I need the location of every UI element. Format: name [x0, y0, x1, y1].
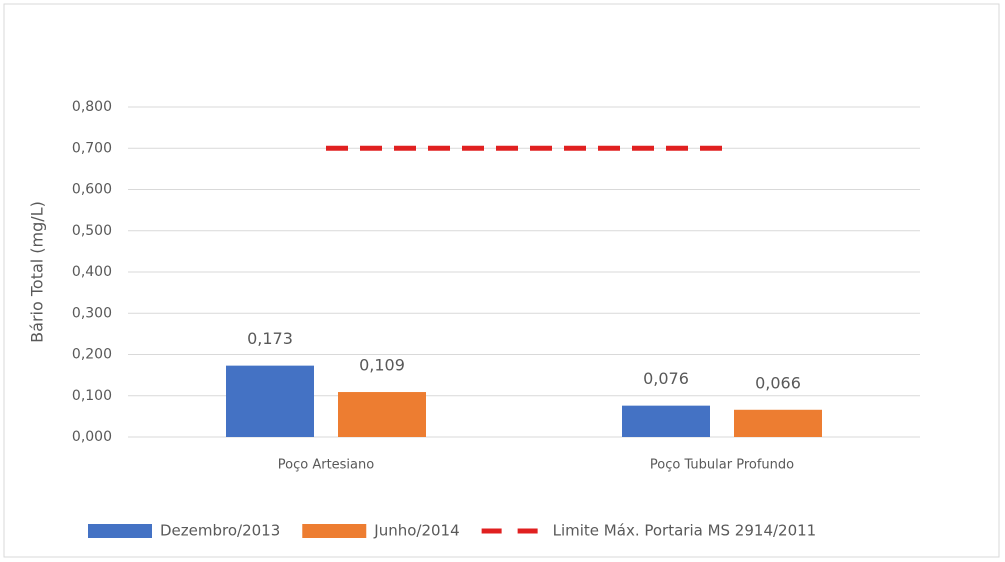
legend-label: Junho/2014	[373, 522, 459, 540]
chart-border	[3, 3, 1000, 558]
y-tick-label: 0,800	[72, 99, 112, 115]
bar	[338, 392, 426, 437]
y-tick-label: 0,300	[72, 305, 112, 321]
bar	[226, 365, 314, 437]
y-axis-title: Bário Total (mg/L)	[28, 201, 47, 343]
x-tick-label: Poço Tubular Profundo	[650, 458, 794, 473]
data-label: 0,066	[755, 373, 801, 392]
legend-label: Dezembro/2013	[160, 522, 280, 540]
data-label: 0,109	[359, 356, 405, 375]
y-tick-label: 0,000	[72, 429, 112, 445]
legend-swatch	[88, 524, 152, 538]
bar	[734, 409, 822, 437]
y-tick-label: 0,700	[72, 140, 112, 156]
legend-label: Limite Máx. Portaria MS 2914/2011	[553, 522, 817, 540]
y-tick-label: 0,600	[72, 182, 112, 198]
y-tick-label: 0,400	[72, 264, 112, 280]
y-tick-label: 0,200	[72, 347, 112, 363]
x-tick-label: Poço Artesiano	[278, 458, 374, 473]
legend-swatch	[302, 524, 367, 538]
y-tick-label: 0,500	[72, 223, 112, 239]
data-label: 0,173	[247, 329, 293, 348]
bar	[622, 405, 710, 437]
data-label: 0,076	[643, 369, 689, 388]
y-tick-label: 0,100	[72, 388, 112, 404]
